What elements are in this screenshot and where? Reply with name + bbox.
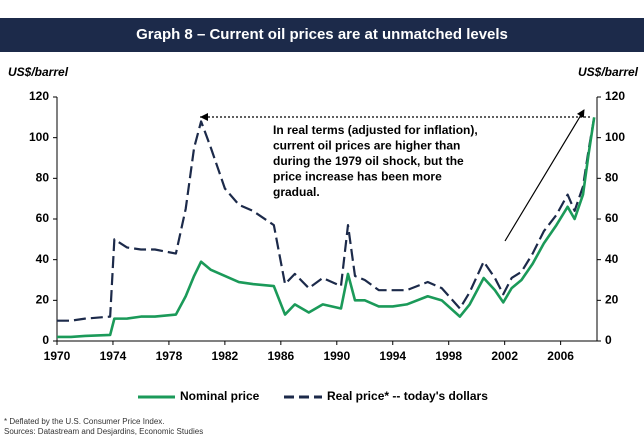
arrowhead [200, 113, 208, 121]
y-tick-label: 80 [36, 171, 50, 185]
y2-tick-label: 80 [605, 171, 619, 185]
y-tick-label: 100 [29, 130, 49, 144]
y-tick-label: 40 [36, 252, 50, 266]
x-tick-label: 2006 [547, 349, 574, 363]
x-tick-label: 1986 [267, 349, 294, 363]
y2-tick-label: 100 [605, 130, 625, 144]
x-tick-label: 1978 [156, 349, 183, 363]
legend: Nominal price Real price* -- today's dol… [138, 389, 488, 403]
x-tick-label: 1990 [323, 349, 350, 363]
y-tick-label: 120 [29, 89, 49, 103]
series-line [57, 117, 596, 322]
y2-tick-label: 120 [605, 89, 625, 103]
title-banner [0, 18, 644, 52]
footnote: Sources: Datastream and Desjardins, Econ… [4, 427, 203, 436]
y-axis-label: US$/barrel [8, 65, 69, 79]
x-tick-label: 1970 [44, 349, 71, 363]
x-tick-label: 1994 [379, 349, 406, 363]
annotation: gradual. [273, 185, 320, 199]
x-tick-label: 1974 [100, 349, 127, 363]
y-tick-label: 20 [36, 293, 50, 307]
x-tick-label: 1982 [212, 349, 239, 363]
y2-tick-label: 20 [605, 293, 619, 307]
annotation: In real terms (adjusted for inflation), [273, 123, 478, 137]
y2-tick-label: 40 [605, 252, 619, 266]
series-line [57, 117, 596, 339]
annotation: price increase has been more [273, 170, 442, 184]
annotation: during the 1979 oil shock, but the [273, 154, 464, 168]
y2-tick-label: 0 [605, 333, 612, 347]
chart-title: Graph 8 – Current oil prices are at unma… [136, 26, 508, 43]
x-tick-label: 2002 [491, 349, 518, 363]
footnote: * Deflated by the U.S. Consumer Price In… [4, 417, 165, 426]
solid-arrow [504, 109, 585, 242]
y2-axis-label: US$/barrel [578, 65, 639, 79]
x-tick-label: 1998 [435, 349, 462, 363]
y-tick-label: 60 [36, 211, 50, 225]
legend-label: Real price* -- today's dollars [327, 389, 488, 403]
legend-label: Nominal price [180, 389, 260, 403]
annotation: current oil prices are higher than [273, 139, 460, 153]
y-tick-label: 0 [42, 333, 49, 347]
y2-tick-label: 60 [605, 211, 619, 225]
